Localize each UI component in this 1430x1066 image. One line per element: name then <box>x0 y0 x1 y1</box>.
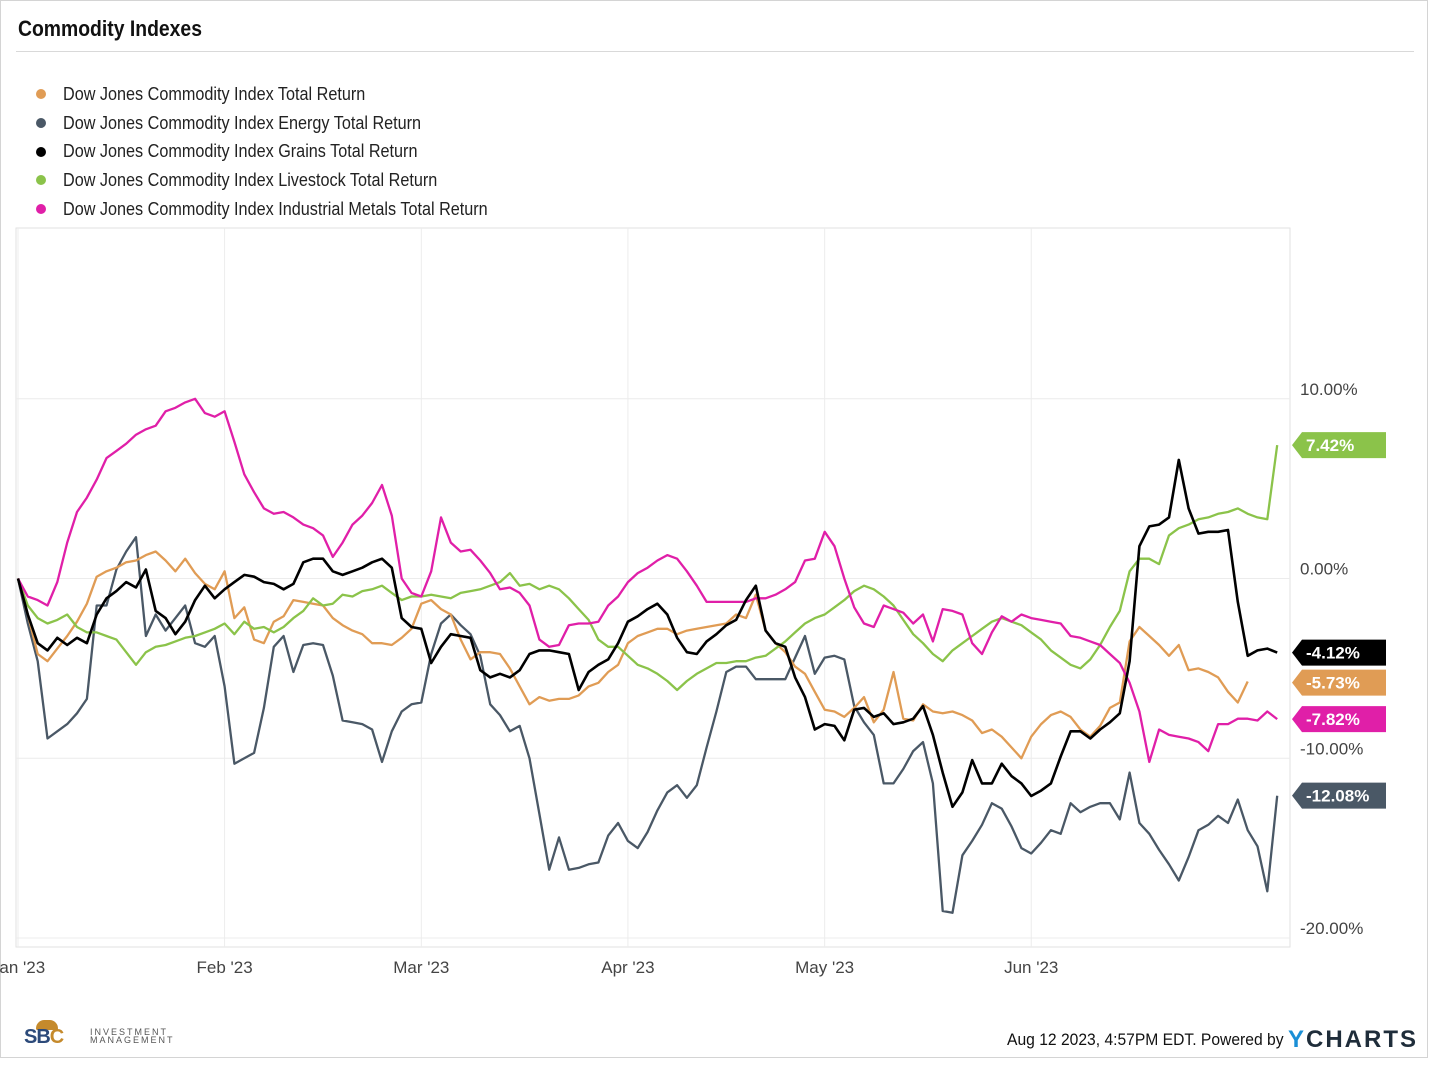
end-label-badge <box>1292 669 1386 696</box>
end-label-badge <box>1292 639 1386 666</box>
page-title: Commodity Indexes <box>18 16 202 41</box>
series-line <box>16 536 1279 914</box>
legend-item-energy[interactable]: Dow Jones Commodity Index Energy Total R… <box>36 109 535 138</box>
series-line <box>16 397 1278 764</box>
legend-label: Dow Jones Commodity Index Total Return <box>63 83 366 104</box>
end-value-label: -4.12% <box>1292 639 1386 666</box>
legend-item-total-return[interactable]: Dow Jones Commodity Index Total Return <box>36 80 535 109</box>
x-gridlines <box>17 228 1032 947</box>
legend-dot-icon <box>36 89 46 100</box>
line-chart: 10.00% 0.00% -10.00% -20.00% Jan '23 Feb '23… <box>0 227 1386 977</box>
legend-dot-icon <box>36 146 46 157</box>
end-label-text: -7.82% <box>1306 710 1360 729</box>
x-tick-label: Feb '23 <box>196 958 252 977</box>
end-value-label: -5.73% <box>1292 669 1386 696</box>
legend-item-livestock[interactable]: Dow Jones Commodity Index Livestock Tota… <box>36 166 535 195</box>
ycharts-logo[interactable]: YCHARTS <box>1288 1026 1419 1053</box>
y-tick-label: -20.00% <box>1300 919 1363 938</box>
end-label-badge <box>1292 706 1386 733</box>
sbc-mark: SBC <box>24 1026 64 1048</box>
end-label-text: -12.08% <box>1306 787 1369 806</box>
end-label-badge <box>1292 432 1386 459</box>
x-tick-label: Jun '23 <box>1004 958 1058 977</box>
x-axis: Jan '23 Feb '23 Mar '23 Apr '23 May '23 Jun '… <box>0 958 1058 977</box>
legend-label: Dow Jones Commodity Index Energy Total R… <box>63 112 422 133</box>
sbc-logo: SBC INVESTMENT MANAGEMENT <box>24 1020 184 1048</box>
end-value-label: -7.82% <box>1292 706 1386 733</box>
series-line <box>16 550 1249 760</box>
series-line <box>16 444 1279 692</box>
y-gridlines <box>16 398 1290 939</box>
owl-icon <box>36 1020 58 1030</box>
legend-label: Dow Jones Commodity Index Grains Total R… <box>63 141 418 162</box>
x-tick-label: Jan '23 <box>0 958 45 977</box>
y-tick-label: -10.00% <box>1300 739 1363 758</box>
end-value-label: 7.42% <box>1292 432 1386 459</box>
series-line <box>16 458 1278 809</box>
x-tick-label: Mar '23 <box>393 958 449 977</box>
sbc-wordmark: INVESTMENT MANAGEMENT <box>90 1027 175 1045</box>
x-tick-label: Apr '23 <box>601 958 654 977</box>
legend-dot-icon <box>36 175 46 186</box>
x-tick-label: May '23 <box>795 958 854 977</box>
y-tick-label: 0.00% <box>1300 560 1348 579</box>
legend: Dow Jones Commodity Index Total Return D… <box>36 80 535 223</box>
series-lines <box>16 397 1279 914</box>
y-tick-label: 10.00% <box>1300 380 1358 399</box>
end-value-label: -12.08% <box>1292 782 1386 809</box>
title-divider <box>16 51 1414 52</box>
plot-area <box>15 227 1291 948</box>
end-label-text: 7.42% <box>1306 436 1354 455</box>
end-value-labels: 7.42% -4.12% -5.73% -7.82% -12.08% <box>1292 432 1386 809</box>
footer-timestamp: Aug 12 2023, 4:57PM EDT. Powered by <box>1007 1030 1284 1049</box>
legend-item-industrial-metals[interactable]: Dow Jones Commodity Index Industrial Met… <box>36 195 535 224</box>
legend-item-grains[interactable]: Dow Jones Commodity Index Grains Total R… <box>36 137 535 166</box>
legend-dot-icon <box>36 204 46 215</box>
legend-dot-icon <box>36 118 46 129</box>
y-axis: 10.00% 0.00% -10.00% -20.00% <box>1300 380 1363 938</box>
end-label-text: -5.73% <box>1306 674 1360 693</box>
legend-label: Dow Jones Commodity Index Industrial Met… <box>63 198 488 219</box>
end-label-badge <box>1292 782 1386 809</box>
end-label-text: -4.12% <box>1306 644 1360 663</box>
legend-label: Dow Jones Commodity Index Livestock Tota… <box>63 169 438 190</box>
